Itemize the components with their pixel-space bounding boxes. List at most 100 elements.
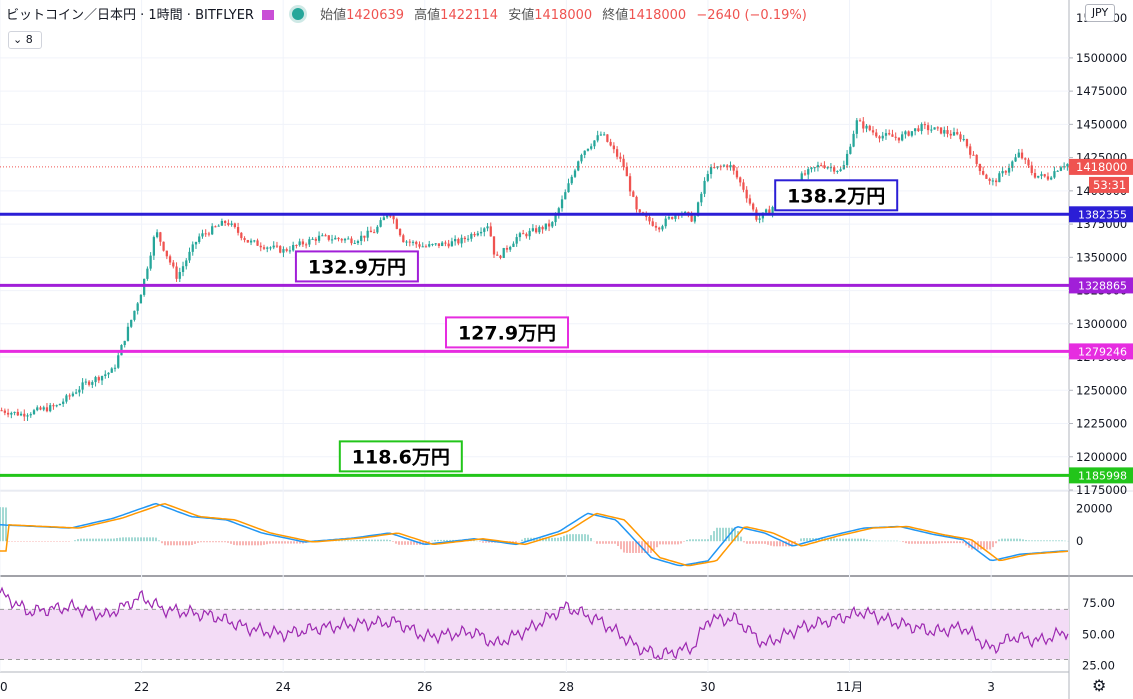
macd-tick-label: 0	[1076, 534, 1083, 548]
candle-body	[421, 246, 424, 248]
candle-body	[473, 233, 476, 236]
candle-body	[353, 243, 356, 245]
candle-body	[444, 242, 447, 244]
x-tick-label: 28	[559, 680, 574, 694]
currency-button[interactable]: JPY	[1085, 4, 1115, 22]
candle-body	[1053, 171, 1056, 178]
candle-body	[198, 236, 201, 242]
candle-body	[888, 133, 891, 135]
candle-body	[217, 225, 220, 227]
level-axis-label: 1328865	[1078, 279, 1127, 292]
change-value: −2640 (−0.19%)	[696, 8, 807, 23]
candle-body	[168, 256, 172, 263]
candle-body	[211, 226, 214, 235]
level-label-box	[338, 440, 463, 473]
candle-body	[975, 154, 978, 164]
candle-body	[408, 241, 411, 243]
candle-body	[930, 129, 933, 131]
signal-line	[0, 503, 1069, 567]
candle-body	[875, 132, 878, 137]
candle-body	[152, 237, 156, 256]
candle-body	[39, 407, 42, 410]
candle-body	[509, 246, 512, 250]
candle-body	[181, 266, 185, 273]
x-tick-label: 20	[0, 680, 8, 694]
level-axis-badge	[1069, 206, 1133, 223]
candle-body	[308, 239, 311, 245]
candle-body	[489, 226, 492, 237]
candle-body	[645, 215, 648, 217]
candle-body	[573, 170, 577, 177]
candle-body	[726, 165, 729, 168]
candle-body	[913, 128, 917, 132]
candle-body	[606, 134, 609, 142]
candle-body	[965, 139, 969, 147]
level-axis-label: 1279246	[1078, 345, 1127, 358]
candle-body	[360, 235, 363, 242]
rsi-band	[0, 609, 1069, 660]
candle-body	[845, 153, 849, 166]
rsi-line	[0, 586, 1069, 660]
candle-body	[78, 389, 81, 393]
candle-body	[904, 131, 907, 135]
indicator-toggle-button[interactable]: ⌄ 8	[8, 31, 42, 49]
candle-body	[998, 173, 1001, 183]
candle-body	[10, 412, 13, 415]
candle-body	[1043, 174, 1046, 177]
candle-body	[703, 180, 706, 194]
candle-body	[920, 124, 923, 132]
candle-body	[431, 244, 434, 246]
candle-body	[32, 410, 36, 415]
candle-body	[117, 355, 120, 368]
candle-body	[615, 149, 619, 157]
candle-body	[185, 260, 188, 267]
level-label: 132.9万円	[308, 256, 406, 278]
candle-body	[862, 121, 865, 129]
current-price-label: 1418000	[1076, 160, 1127, 174]
candle-body	[969, 146, 972, 155]
candle-body	[207, 233, 211, 235]
candle-body	[230, 223, 233, 225]
close-label: 終値	[602, 8, 629, 23]
candle-body	[852, 133, 855, 147]
candle-body	[603, 134, 606, 136]
candle-body	[23, 413, 26, 417]
candle-body	[635, 196, 638, 210]
candle-body	[878, 136, 881, 139]
candle-body	[337, 237, 340, 240]
candle-body	[133, 310, 136, 320]
candle-body	[288, 250, 292, 252]
open-value: 1420639	[346, 8, 405, 23]
candle-body	[690, 213, 693, 222]
flag-icon[interactable]	[261, 10, 274, 20]
candle-body	[525, 233, 528, 237]
candle-body	[285, 249, 288, 251]
candle-body	[418, 244, 421, 247]
candle-body	[275, 245, 279, 247]
candle-body	[1001, 171, 1004, 174]
y-tick-label: 1500000	[1076, 51, 1127, 65]
candle-body	[661, 226, 664, 230]
candle-body	[204, 233, 207, 235]
candle-body	[172, 262, 175, 267]
symbol-title[interactable]: ビットコイン／日本円 · 1時間 · BITFLYER	[6, 8, 254, 23]
candle-body	[991, 180, 995, 182]
candle-body	[713, 167, 716, 169]
gear-icon[interactable]: ⚙	[1092, 676, 1107, 695]
y-tick-label: 1200000	[1076, 450, 1127, 464]
candle-body	[648, 216, 651, 222]
candle-body	[884, 133, 888, 136]
candle-body	[136, 303, 139, 311]
candle-body	[155, 232, 159, 238]
candle-body	[881, 135, 884, 139]
rsi-tick-label: 50.00	[1082, 627, 1115, 641]
candle-body	[752, 203, 755, 210]
candle-body	[476, 233, 479, 236]
candle-body	[91, 382, 94, 385]
candle-body	[457, 239, 460, 244]
candle-body	[564, 192, 567, 200]
candle-body	[894, 136, 897, 138]
candle-body	[256, 240, 259, 246]
candle-body	[87, 381, 91, 385]
